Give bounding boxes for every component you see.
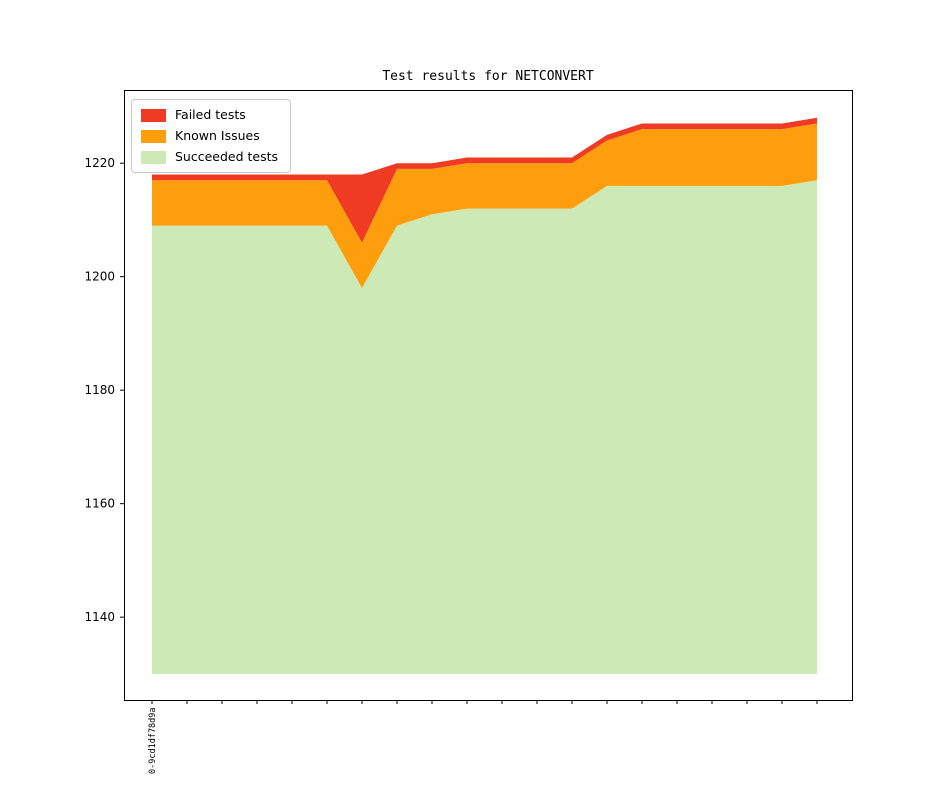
succeeded-swatch	[141, 150, 166, 164]
legend-label-failed-tests: Failed tests	[175, 107, 246, 122]
legend: Failed tests Known Issues Succeeded test…	[131, 99, 292, 173]
legend-item-known-issues: Known Issues	[141, 129, 278, 143]
x-tick-label-hash: 0-9cd1df78d9a	[148, 707, 158, 774]
legend-label-known-issues: Known Issues	[175, 128, 260, 143]
area-known-issues	[152, 123, 817, 289]
chart-title: Test results for NETCONVERT	[382, 69, 594, 84]
known-swatch	[141, 129, 166, 143]
axes-frame	[124, 90, 853, 701]
y-tick-label: 1180	[84, 383, 115, 397]
legend-item-failed-tests: Failed tests	[141, 108, 278, 122]
legend-label-succeeded-tests: Succeeded tests	[175, 149, 279, 164]
y-tick-label: 1160	[84, 497, 115, 511]
y-tick-label: 1140	[84, 610, 115, 624]
area-succeeded-tests	[152, 180, 817, 674]
area-failed-tests	[152, 117, 817, 243]
y-tick-label: 1200	[84, 270, 115, 284]
failed-swatch	[141, 108, 166, 122]
legend-item-succeeded-tests: Succeeded tests	[141, 150, 278, 164]
y-tick-label: 1220	[84, 156, 115, 170]
